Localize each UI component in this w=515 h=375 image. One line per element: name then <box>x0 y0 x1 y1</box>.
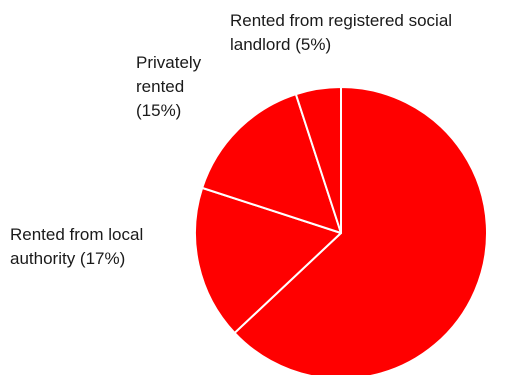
label-privately-rented: Privately rented (15%) <box>136 53 202 120</box>
label-social-landlord: Rented from registered social landlord (… <box>230 11 453 54</box>
label-local-authority: Rented from local authority (17%) <box>10 225 144 268</box>
slice-local-authority <box>194 186 342 334</box>
slice-social-landlord <box>294 86 342 234</box>
pie-slices <box>194 86 489 375</box>
slice-owner-occupied <box>233 86 489 375</box>
